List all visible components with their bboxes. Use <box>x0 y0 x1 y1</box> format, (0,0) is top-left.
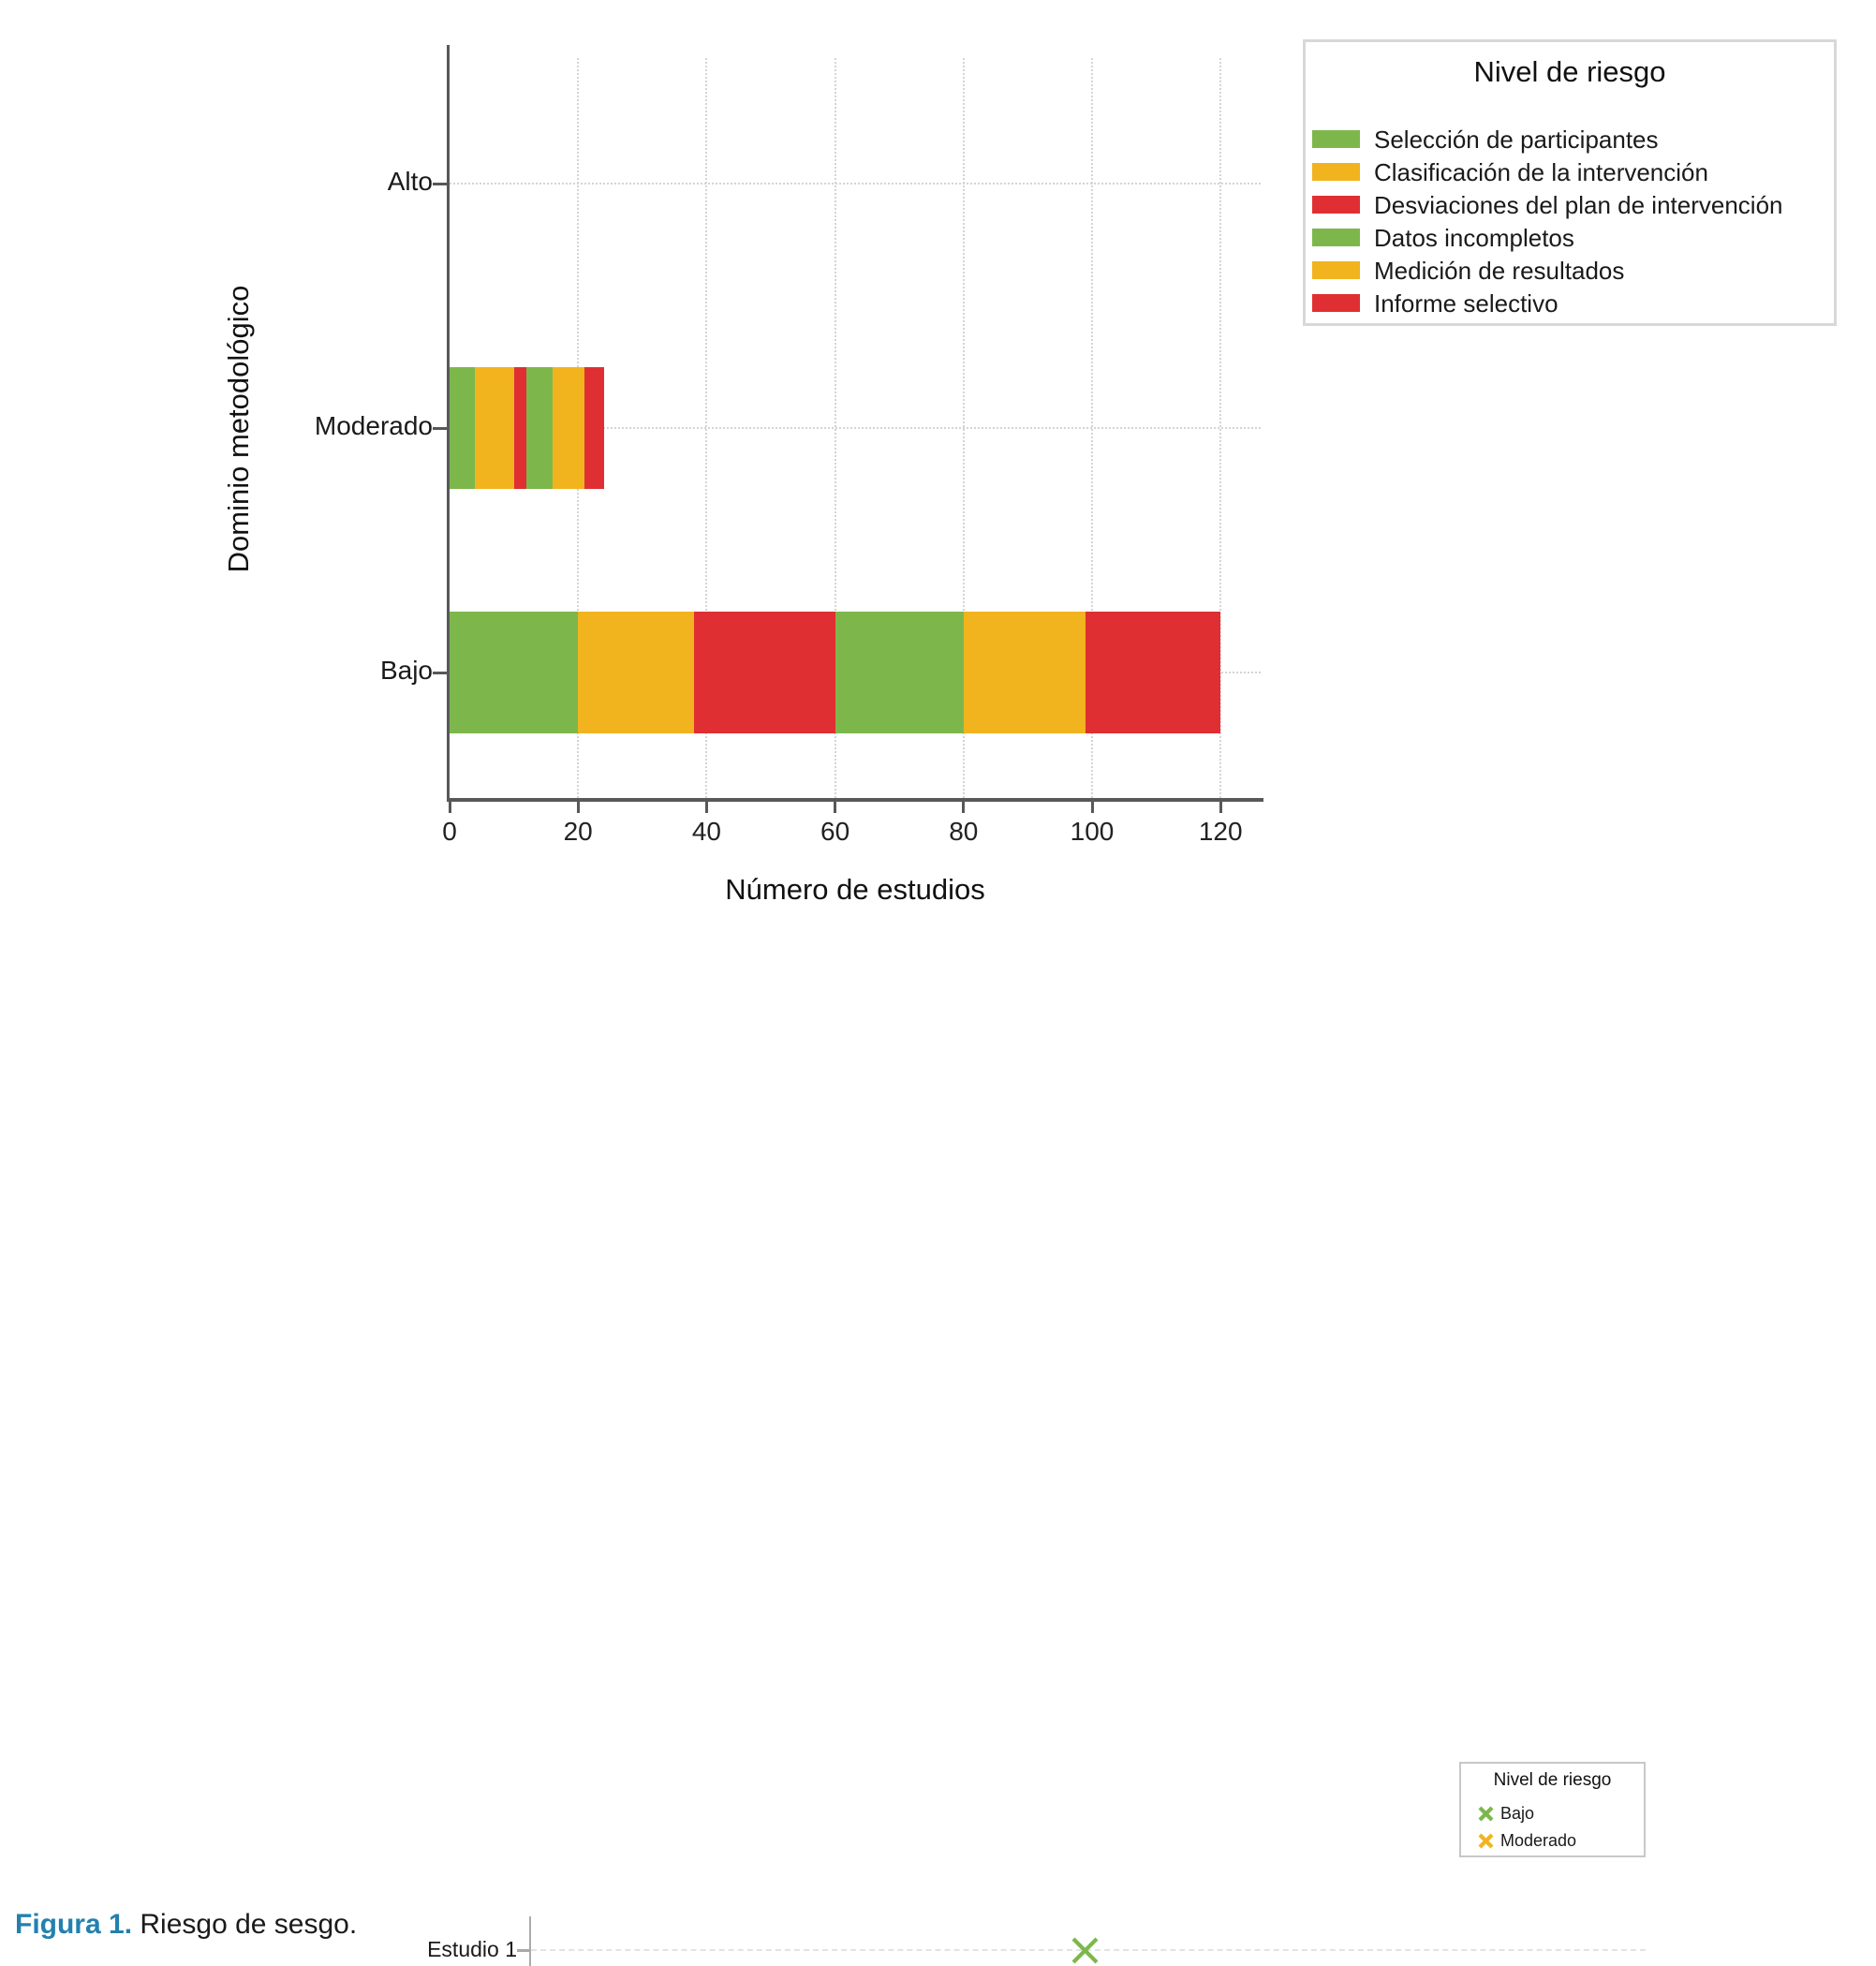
bar-segment-bajo <box>450 612 579 733</box>
x-tick-label: 40 <box>691 817 721 846</box>
category-label-bajo: Bajo <box>379 656 433 685</box>
bar-segment-bajo <box>835 612 964 733</box>
category-label-moderado: Moderado <box>314 411 433 440</box>
y-tick <box>433 427 448 430</box>
y-tick <box>433 183 448 185</box>
legend-items: Bajo Moderado <box>1472 1801 1638 1855</box>
x-axis-line <box>447 798 1263 802</box>
studies-scatter-chart: Estudios Estudio 1Estudio 2Estudio 3Estu… <box>0 937 1876 1966</box>
legend-item-label: Bajo <box>1500 1804 1535 1823</box>
legend-item: Bajo <box>1472 1801 1638 1828</box>
x-tick-label: 20 <box>563 817 593 846</box>
legend-item-label: Selección de participantes <box>1374 126 1659 154</box>
legend-risk-level: Nivel de riesgo Selección de participant… <box>1303 39 1837 326</box>
legend-item: Desviaciones del plan de intervención <box>1312 188 1826 221</box>
legend-item: Medición de resultados <box>1312 254 1826 287</box>
stacked-bar-chart: Dominio metodológico Número de estudios … <box>0 0 1876 937</box>
x-tick-label: 60 <box>820 817 850 846</box>
x-tick <box>1219 802 1222 813</box>
bar-segment-bajo <box>1086 612 1221 733</box>
legend-item-label: Informe selectivo <box>1374 289 1558 318</box>
x-tick-label: 0 <box>442 817 457 846</box>
legend-swatch <box>1312 163 1360 181</box>
legend-title: Nivel de riesgo <box>1493 1770 1612 1790</box>
bar-segment-moderado <box>513 367 527 489</box>
legend-item-label: Datos incompletos <box>1374 224 1574 252</box>
y-axis-line <box>447 45 450 800</box>
legend-item-label: Clasificación de la intervención <box>1374 158 1708 186</box>
legend-marker-bajo <box>1478 1806 1493 1821</box>
gridline-horizontal <box>450 427 1261 429</box>
gridline-horizontal <box>450 183 1261 185</box>
bar-segment-moderado <box>552 367 585 489</box>
bar-segment-bajo <box>578 612 694 733</box>
figure-caption-label: Figura 1. <box>15 1909 133 1940</box>
category-label-alto: Alto <box>387 167 433 196</box>
legend-item: Informe selectivo <box>1312 287 1826 319</box>
x-tick-label: 120 <box>1198 817 1243 846</box>
bar-segment-bajo <box>963 612 1086 733</box>
bar-segment-bajo <box>693 612 835 733</box>
bar-segment-moderado <box>526 367 553 489</box>
x-tick <box>576 802 580 813</box>
legend-risk-level-scatter: Nivel de riesgo Bajo Moderado <box>1459 1762 1646 1857</box>
legend-swatch <box>1312 196 1360 214</box>
bar-segment-moderado <box>475 367 514 489</box>
legend-item: Clasificación de la intervención <box>1312 155 1826 188</box>
legend-swatch <box>1312 130 1360 148</box>
x-tick <box>448 802 451 813</box>
legend-item-label: Medición de resultados <box>1374 257 1625 285</box>
legend-swatch <box>1312 294 1360 312</box>
legend-item-label: Moderado <box>1500 1831 1577 1850</box>
x-tick <box>1090 802 1094 813</box>
legend-marker-moderado <box>1478 1833 1493 1848</box>
x-tick-label: 80 <box>949 817 979 846</box>
legend-items: Selección de participantes Clasificación … <box>1312 123 1826 319</box>
x-tick <box>962 802 966 813</box>
legend-item: Moderado <box>1472 1828 1638 1855</box>
x-tick <box>704 802 708 813</box>
x-tick-label: 100 <box>1070 817 1115 846</box>
legend-swatch <box>1312 229 1360 246</box>
bar-segment-moderado <box>450 367 476 489</box>
x-tick <box>834 802 837 813</box>
legend-title: Nivel de riesgo <box>1473 55 1666 88</box>
x-axis-title-number-of-studies: Número de estudios <box>725 873 985 906</box>
y-axis-line <box>529 1916 531 1966</box>
legend-swatch <box>1312 261 1360 279</box>
legend-item-label: Desviaciones del plan de intervención <box>1374 191 1783 219</box>
risk-marker-bajo <box>1071 1937 1098 1963</box>
legend-item: Datos incompletos <box>1312 221 1826 254</box>
y-tick <box>433 672 448 674</box>
gridline-horizontal <box>531 1949 1646 1951</box>
y-tick <box>517 1949 531 1952</box>
figure-caption-text: Riesgo de sesgo. <box>132 1909 358 1940</box>
study-label: Estudio 1 <box>427 1937 517 1961</box>
bar-segment-moderado <box>584 367 604 489</box>
figure-caption: Figura 1. Riesgo de sesgo. <box>15 1909 357 1941</box>
legend-item: Selección de participantes <box>1312 123 1826 155</box>
